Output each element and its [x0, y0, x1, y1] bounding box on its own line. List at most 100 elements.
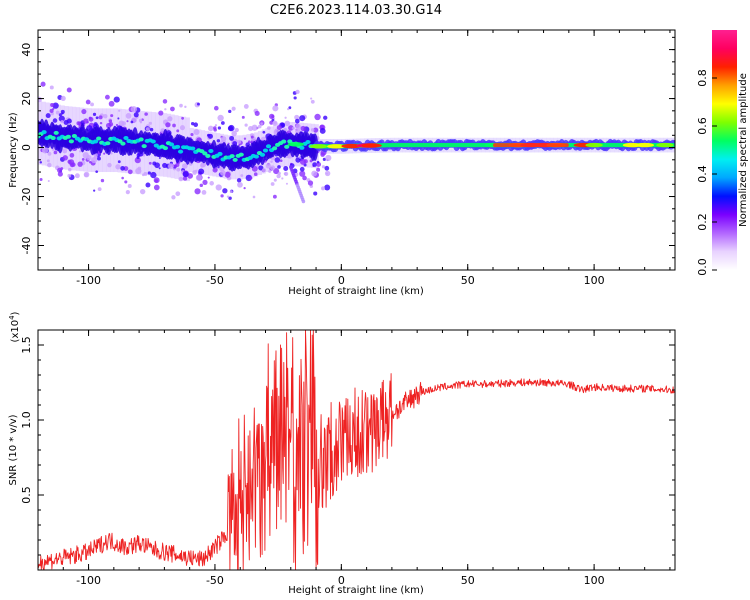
- heat-ridge: [205, 153, 211, 158]
- heat-peak: [361, 143, 382, 148]
- spectrogram-panel: -100 -50 0 50 100 -40 -20 0 20 40 Height of strai…: [8, 29, 679, 297]
- snr-ticks: -100 -50 0 50 100 0.5 1.0 1.5: [20, 329, 675, 587]
- heat-speckle: [147, 171, 151, 175]
- y-tick-label: 40: [20, 43, 33, 57]
- heat-speckle: [276, 173, 281, 179]
- colorbar-ticks: 0.0 0.2 0.4 0.6 0.8: [696, 69, 717, 276]
- heat-speckle: [198, 168, 205, 175]
- heat-speckle: [98, 115, 103, 120]
- colorbar-tick-label: 0.2: [696, 213, 709, 231]
- heat-ridge: [105, 141, 111, 146]
- heat-speckle: [226, 195, 230, 198]
- heat-speckle: [269, 120, 274, 125]
- heat-speckle: [228, 196, 232, 200]
- heat-speckle: [50, 103, 55, 107]
- heat-speckle: [148, 161, 152, 165]
- heat-speckle: [95, 116, 99, 120]
- y-tick-label: 0: [20, 144, 33, 151]
- heat-speckle: [271, 118, 275, 122]
- heat-speckle: [41, 147, 49, 154]
- heat-speckle: [108, 100, 115, 107]
- heat-peak: [327, 144, 346, 149]
- heat-speckle: [192, 170, 197, 175]
- heat-ridge: [305, 140, 311, 145]
- snr-scale-base: (x10: [10, 320, 21, 343]
- heat-speckle: [138, 118, 143, 123]
- heat-speckle: [207, 125, 214, 132]
- heat-speckle: [214, 124, 218, 127]
- heat-speckle: [302, 175, 307, 181]
- colorbar-tick-label: 0.6: [696, 117, 709, 135]
- heat-speckle: [184, 105, 187, 109]
- heat-speckle: [245, 174, 252, 182]
- heat-speckle: [261, 168, 266, 173]
- heat-speckle: [117, 160, 121, 164]
- heat-speckle: [215, 184, 222, 191]
- heat-speckle: [193, 122, 199, 128]
- heat-speckle: [66, 87, 72, 93]
- heat-speckle: [49, 85, 54, 90]
- heat-speckle: [167, 163, 174, 170]
- heat-speckle: [76, 121, 81, 126]
- heat-speckle: [287, 107, 290, 111]
- heat-speckle: [130, 106, 138, 113]
- heat-speckle: [311, 170, 318, 177]
- heat-speckle: [269, 165, 276, 171]
- x-tick-label: -50: [206, 574, 224, 587]
- heat-speckle: [145, 182, 151, 188]
- heat-speckle: [295, 123, 301, 130]
- heat-ridge: [262, 148, 269, 153]
- heat-ridge: [265, 144, 272, 149]
- colorbar: 0.0 0.2 0.4 0.6 0.8 Normalized spectral ampl…: [696, 30, 749, 276]
- heat-speckle: [209, 181, 214, 186]
- heat-speckle: [77, 161, 83, 167]
- heat-speckle: [274, 157, 281, 163]
- heat-speckle: [220, 194, 224, 198]
- heat-speckle: [283, 166, 289, 171]
- heat-speckle: [299, 158, 306, 165]
- heat-ridge: [50, 136, 56, 141]
- heat-envelope: [675, 138, 679, 153]
- heat-speckle: [62, 148, 68, 154]
- heat-speckle: [319, 128, 326, 134]
- heat-speckle: [285, 182, 288, 185]
- heat-speckle: [299, 170, 306, 177]
- heat-speckle: [309, 159, 313, 163]
- heat-speckle: [108, 121, 114, 127]
- heat-speckle: [57, 171, 63, 177]
- heat-ridge: [141, 144, 147, 149]
- heat-speckle: [164, 108, 167, 111]
- heat-speckle: [179, 125, 186, 131]
- heat-speckle: [110, 151, 113, 155]
- heat-speckle: [324, 184, 331, 191]
- heat-speckle: [91, 157, 98, 164]
- heat-speckle: [323, 115, 328, 120]
- heat-speckle: [272, 194, 277, 199]
- heat-speckle: [88, 116, 94, 122]
- spectrogram-heat-layer: [38, 81, 679, 204]
- spectrogram-ylabel: Frequency (Hz): [8, 112, 19, 188]
- heat-speckle: [243, 137, 247, 140]
- heat-speckle: [199, 183, 204, 188]
- heat-speckle: [325, 154, 332, 162]
- heat-speckle: [257, 124, 262, 129]
- heat-ridge: [93, 139, 99, 144]
- heat-speckle: [39, 177, 43, 181]
- heat-speckle: [82, 152, 89, 159]
- heat-speckle: [197, 102, 200, 106]
- heat-speckle: [268, 169, 272, 173]
- heat-speckle: [222, 188, 228, 194]
- heat-speckle: [320, 152, 325, 157]
- heat-peak: [656, 142, 674, 148]
- heat-speckle: [321, 165, 325, 169]
- heat-speckle: [200, 161, 207, 168]
- heat-speckle: [181, 116, 185, 120]
- heat-speckle: [316, 167, 321, 172]
- heat-speckle: [217, 114, 224, 122]
- heat-speckle: [117, 117, 120, 120]
- heat-speckle: [39, 161, 42, 164]
- heat-speckle: [125, 189, 130, 195]
- heat-speckle: [312, 162, 317, 167]
- heat-speckle: [79, 150, 82, 153]
- heat-speckle: [267, 126, 271, 130]
